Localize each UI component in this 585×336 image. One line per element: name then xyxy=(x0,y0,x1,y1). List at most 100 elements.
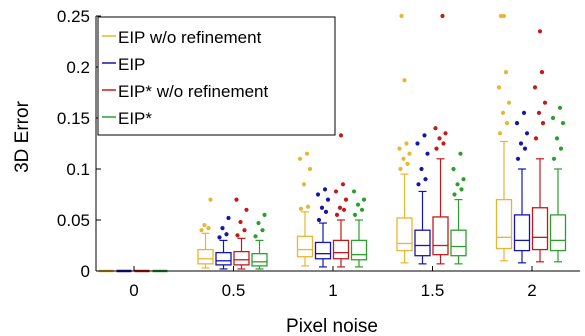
outlier-point xyxy=(234,197,239,202)
outlier-point xyxy=(459,187,464,192)
legend-label: EIP* w/o refinement xyxy=(118,82,269,101)
box-body xyxy=(233,250,250,266)
outlier-point xyxy=(551,156,557,161)
box-body xyxy=(495,198,513,250)
outlier-point xyxy=(522,146,528,151)
outlier-point xyxy=(242,228,247,233)
outlier-point xyxy=(244,207,249,212)
outlier-point xyxy=(416,182,421,187)
outlier-point xyxy=(415,141,420,146)
x-tick-label: 1 xyxy=(328,281,337,300)
outlier-point xyxy=(558,146,564,151)
outlier-point xyxy=(503,70,509,75)
box-body xyxy=(332,239,350,260)
outlier-point xyxy=(220,226,225,231)
box-body xyxy=(197,248,214,265)
outlier-point xyxy=(398,166,403,172)
legend-label: EIP xyxy=(118,55,145,74)
outlier-point xyxy=(461,177,466,182)
outlier-point xyxy=(262,212,267,217)
box-body xyxy=(215,251,232,266)
outlier-point xyxy=(425,151,430,156)
box-0-2 xyxy=(296,151,314,267)
outlier-point xyxy=(401,156,406,161)
outlier-point xyxy=(514,121,520,126)
outlier-point xyxy=(496,85,502,90)
outlier-point xyxy=(515,156,521,161)
box-3-2 xyxy=(350,189,368,268)
outlier-point xyxy=(440,13,445,19)
outlier-point xyxy=(497,131,503,136)
outlier-point xyxy=(323,209,329,214)
box-0-4 xyxy=(495,13,513,262)
outlier-point xyxy=(301,182,307,187)
outlier-point xyxy=(235,233,240,238)
outlier-point xyxy=(305,204,311,209)
box-1-1 xyxy=(215,215,232,270)
outlier-point xyxy=(451,166,456,172)
outlier-point xyxy=(352,212,358,217)
legend-item-3: EIP* xyxy=(102,109,152,128)
outlier-point xyxy=(343,197,349,202)
legend-label: EIP w/o refinement xyxy=(118,28,262,47)
outlier-point xyxy=(422,133,427,138)
legend-label: EIP* xyxy=(118,109,152,128)
box-1-4 xyxy=(513,110,531,264)
y-tick-label: 0.25 xyxy=(57,7,90,26)
outlier-point xyxy=(443,131,448,136)
outlier-point xyxy=(557,105,563,110)
outlier-point xyxy=(550,115,556,121)
legend: EIP w/o refinement EIP EIP* w/o refinement… xyxy=(97,16,336,136)
y-axis-label: 3D Error xyxy=(12,100,33,172)
outlier-point xyxy=(518,141,524,146)
outlier-point xyxy=(208,197,213,202)
outlier-point xyxy=(458,151,463,156)
outlier-point xyxy=(337,205,343,210)
y-tick-label: 0.1 xyxy=(66,160,90,179)
outlier-point xyxy=(434,146,439,151)
outlier-point xyxy=(341,207,347,212)
x-tick-label: 2 xyxy=(527,281,536,300)
outlier-point xyxy=(537,29,543,34)
box-body xyxy=(251,253,268,267)
outlier-point xyxy=(224,232,229,237)
outlier-point xyxy=(407,151,412,156)
box-body xyxy=(432,216,449,256)
box-body xyxy=(450,229,467,257)
outlier-point xyxy=(500,110,506,115)
outlier-point xyxy=(319,205,325,210)
box-2-3 xyxy=(432,13,449,265)
x-tick-label: 0.5 xyxy=(222,281,246,300)
outlier-point xyxy=(298,206,304,211)
outlier-point xyxy=(533,136,539,141)
outlier-point xyxy=(325,197,331,202)
outlier-point xyxy=(419,166,424,172)
outlier-point xyxy=(423,177,428,182)
box-3-4 xyxy=(549,105,567,263)
box-body xyxy=(350,239,368,261)
outlier-point xyxy=(532,85,538,90)
outlier-point xyxy=(506,100,512,105)
outlier-point xyxy=(539,70,545,75)
outlier-point xyxy=(202,223,207,228)
outlier-point xyxy=(433,126,438,131)
box-1-3 xyxy=(414,133,431,265)
box-body xyxy=(414,229,431,257)
legend-item-1: EIP xyxy=(102,55,145,74)
outlier-point xyxy=(536,110,542,115)
box-2-4 xyxy=(531,29,549,263)
outlier-point xyxy=(504,121,510,126)
outlier-point xyxy=(256,220,261,226)
plot-area xyxy=(98,13,567,273)
legend-item-0: EIP w/o refinement xyxy=(102,28,262,47)
outlier-point xyxy=(498,13,504,19)
box-2-1 xyxy=(233,197,250,270)
outlier-point xyxy=(226,215,231,221)
x-axis-label: Pixel noise xyxy=(286,316,378,336)
outlier-point xyxy=(397,146,402,151)
outlier-point xyxy=(361,197,367,202)
legend-box xyxy=(97,16,336,136)
y-tick-label: 0.2 xyxy=(66,58,90,77)
outlier-point xyxy=(521,110,527,115)
